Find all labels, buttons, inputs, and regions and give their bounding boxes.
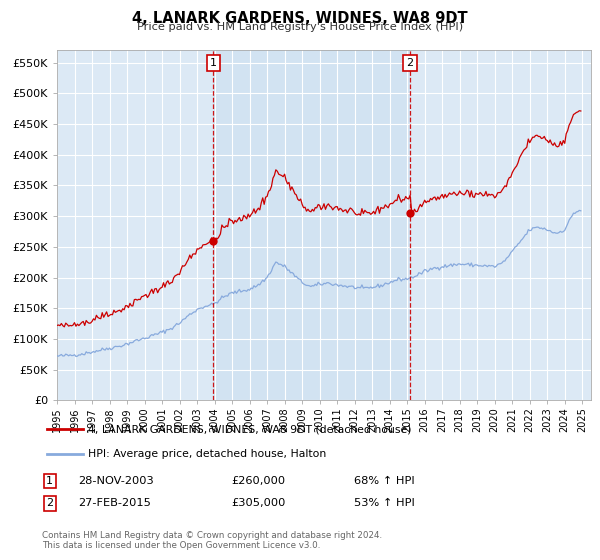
Text: 4, LANARK GARDENS, WIDNES, WA8 9DT (detached house): 4, LANARK GARDENS, WIDNES, WA8 9DT (deta… <box>88 424 412 435</box>
Text: £305,000: £305,000 <box>231 498 286 508</box>
Text: 2: 2 <box>407 58 413 68</box>
Text: 4, LANARK GARDENS, WIDNES, WA8 9DT: 4, LANARK GARDENS, WIDNES, WA8 9DT <box>132 11 468 26</box>
Text: Contains HM Land Registry data © Crown copyright and database right 2024.
This d: Contains HM Land Registry data © Crown c… <box>42 531 382 550</box>
Text: Price paid vs. HM Land Registry's House Price Index (HPI): Price paid vs. HM Land Registry's House … <box>137 22 463 32</box>
Text: 68% ↑ HPI: 68% ↑ HPI <box>354 476 415 486</box>
Text: 2: 2 <box>46 498 53 508</box>
Text: HPI: Average price, detached house, Halton: HPI: Average price, detached house, Halt… <box>88 449 326 459</box>
Text: 1: 1 <box>46 476 53 486</box>
Bar <box>213 50 410 400</box>
Text: 53% ↑ HPI: 53% ↑ HPI <box>354 498 415 508</box>
Text: 28-NOV-2003: 28-NOV-2003 <box>78 476 154 486</box>
Text: 1: 1 <box>209 58 217 68</box>
Text: £260,000: £260,000 <box>231 476 285 486</box>
Text: 27-FEB-2015: 27-FEB-2015 <box>78 498 151 508</box>
